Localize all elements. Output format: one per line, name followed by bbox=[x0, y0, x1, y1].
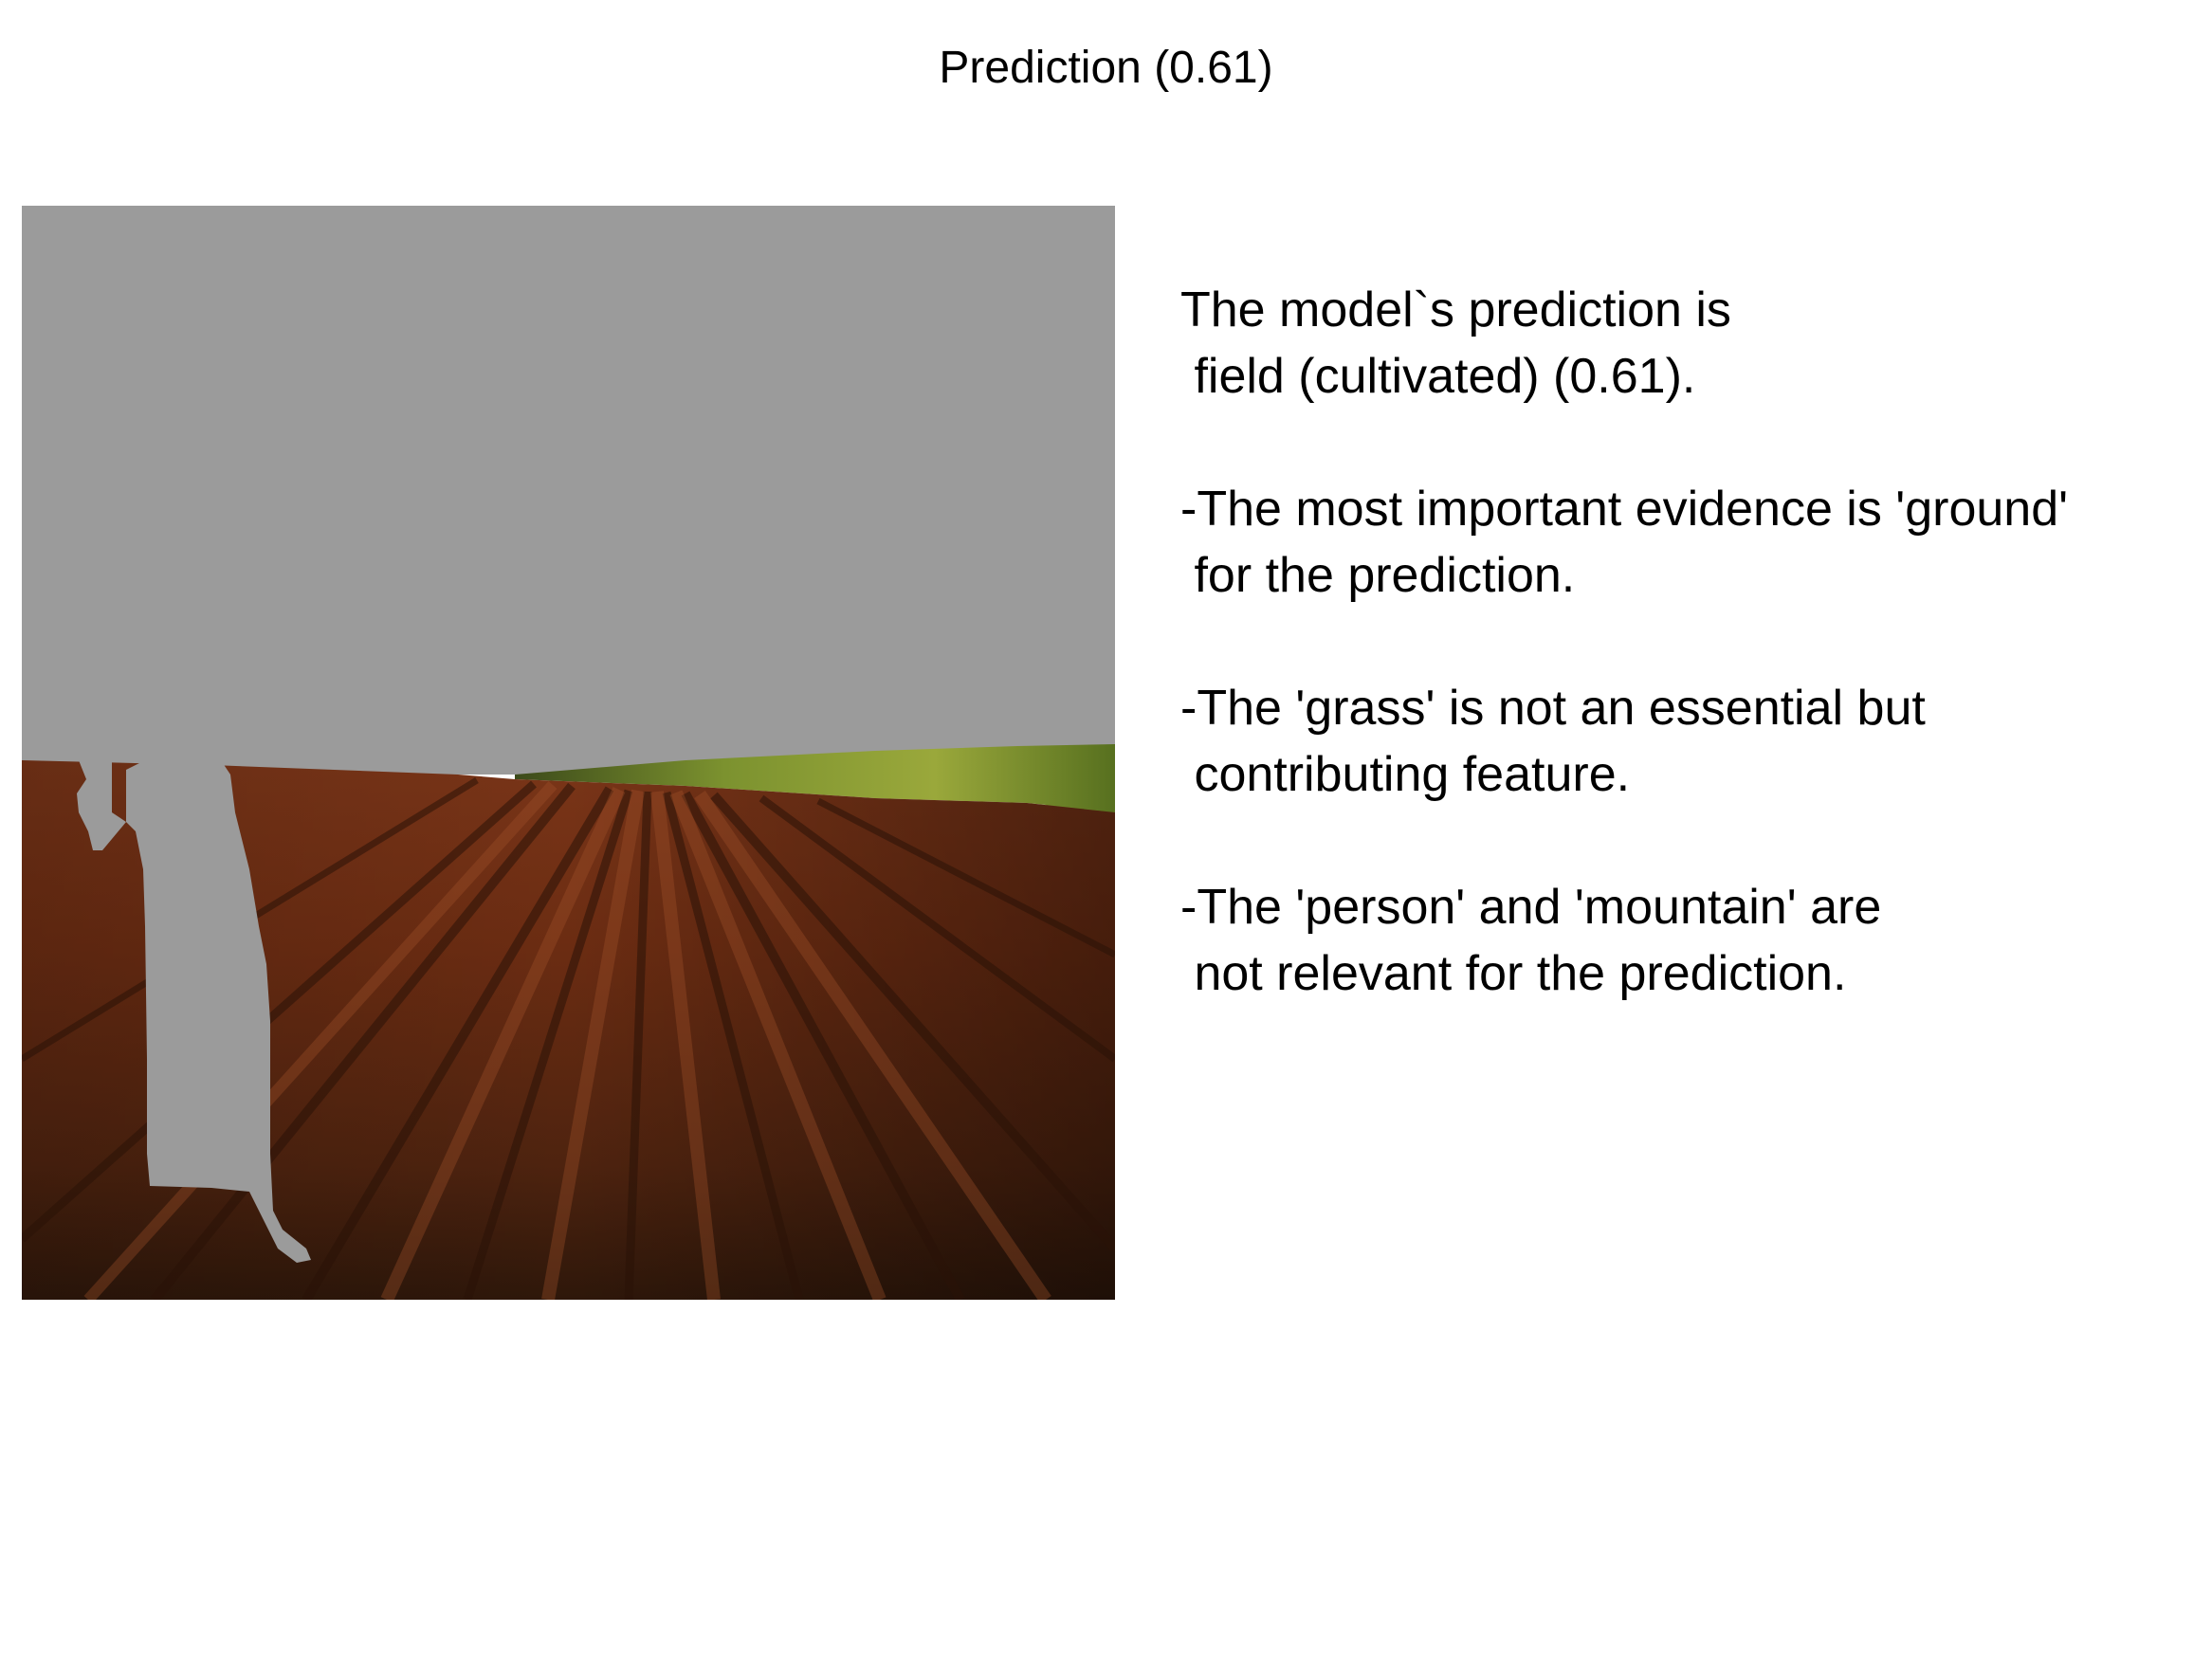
explanation-line: -The 'grass' is not an essential but bbox=[1180, 681, 1926, 736]
explanation-text: The model`s prediction is field (cultiva… bbox=[1180, 277, 2185, 1007]
explanation-line: not relevant for the prediction. bbox=[1180, 946, 1847, 1001]
furrow-rows bbox=[22, 777, 1115, 1300]
masked-field-image bbox=[22, 206, 1115, 1300]
explanation-line: -The 'person' and 'mountain' are bbox=[1180, 880, 1882, 935]
explanation-line bbox=[1180, 808, 2185, 874]
masked-person-region bbox=[77, 760, 311, 1263]
explanation-line: -The most important evidence is 'ground' bbox=[1180, 482, 2069, 537]
explanation-line: for the prediction. bbox=[1180, 548, 1576, 603]
explanation-line bbox=[1180, 609, 2185, 675]
explanation-line: The model`s prediction is bbox=[1180, 283, 1731, 337]
explanation-line: contributing feature. bbox=[1180, 747, 1631, 802]
explanation-line bbox=[1180, 410, 2185, 476]
masked-sky-region bbox=[22, 206, 1115, 775]
masked-field-scene-image bbox=[22, 206, 1115, 1300]
explanation-line: field (cultivated) (0.61). bbox=[1180, 349, 1696, 404]
furrow-highlights bbox=[83, 780, 1051, 1300]
grass-hill bbox=[515, 744, 1115, 812]
figure-title: Prediction (0.61) bbox=[939, 43, 1273, 93]
